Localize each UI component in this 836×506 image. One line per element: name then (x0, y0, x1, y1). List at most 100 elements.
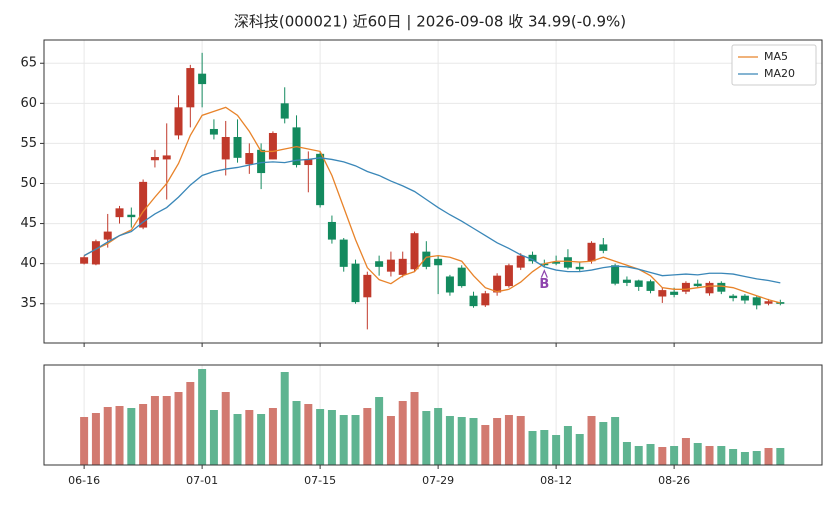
volume-bar (740, 452, 749, 465)
candle-body (552, 262, 561, 264)
volume-bar (622, 442, 631, 465)
volume-bar (410, 392, 419, 465)
volume-bar (717, 446, 726, 465)
candle-body (776, 302, 785, 304)
volume-bar (587, 416, 596, 465)
volume-bar (103, 407, 112, 465)
volume-bar (115, 406, 124, 465)
y-tick-label: 50 (20, 176, 37, 191)
volume-bar (493, 418, 502, 465)
candle-body (186, 68, 195, 108)
candle-body (752, 297, 761, 306)
candle-body (681, 282, 690, 292)
candle-body (327, 221, 336, 240)
candle-body (729, 295, 738, 299)
candle-body (127, 214, 136, 218)
candle-body (363, 274, 372, 298)
volume-bar (327, 410, 336, 465)
volume-bar (221, 392, 230, 465)
volume-bar (80, 417, 89, 465)
candle-body (634, 280, 643, 287)
candle-body (622, 279, 631, 283)
volume-bar (693, 443, 702, 465)
volume-bar (316, 409, 325, 465)
volume-bar (670, 446, 679, 465)
candle-body (705, 282, 714, 294)
candle-body (91, 241, 100, 265)
volume-bar (646, 444, 655, 465)
ma-line (83, 157, 781, 284)
candle-body (587, 242, 596, 262)
volume-bar (504, 415, 513, 465)
volume-bar (575, 434, 584, 465)
volume-bar (681, 438, 690, 465)
candle-body (493, 275, 502, 293)
candle-body (198, 73, 207, 85)
volume-bar (386, 416, 395, 465)
candle-body (563, 257, 572, 268)
x-tick-label: 07-15 (304, 474, 336, 487)
candle-body (375, 261, 384, 267)
y-tick-label: 45 (20, 216, 37, 231)
candle-body (717, 282, 726, 292)
signal-arrow (540, 269, 548, 278)
x-tick-label: 08-26 (658, 474, 690, 487)
x-tick-label: 07-29 (422, 474, 454, 487)
volume-bar (304, 404, 313, 465)
volume-bar (186, 382, 195, 465)
volume-bar (363, 408, 372, 465)
candle-body (316, 153, 325, 206)
volume-bar (198, 369, 207, 465)
candle-body (257, 149, 266, 174)
volume-bar (268, 408, 277, 465)
volume-bar (139, 404, 148, 465)
volume-bar (705, 446, 714, 465)
candle-body (422, 251, 431, 267)
legend-box (731, 44, 817, 86)
volume-bar (729, 449, 738, 465)
y-tick-label: 55 (20, 136, 37, 151)
volume-bar (752, 451, 761, 465)
candle-body (233, 136, 242, 158)
volume-bar (351, 415, 360, 465)
candle-body (764, 301, 773, 304)
volume-bar (91, 413, 100, 465)
axes-frame (43, 39, 823, 344)
volume-bar (398, 401, 407, 465)
candle-body (221, 136, 230, 160)
legend-label: MA5 (764, 50, 788, 63)
candle-body (516, 255, 525, 268)
volume-bar (634, 446, 643, 465)
candle-body (209, 128, 218, 135)
candle-body (528, 254, 537, 262)
candle-body (575, 266, 584, 270)
volume-bar (481, 425, 490, 465)
candle-body (445, 276, 454, 293)
candle-body (646, 281, 655, 291)
candle-body (103, 231, 112, 240)
volume-bar (552, 435, 561, 465)
volume-bar (127, 408, 136, 465)
volume-bar (776, 448, 785, 465)
candle-body (540, 263, 549, 266)
candle-body (611, 265, 620, 284)
candle-body (481, 293, 490, 306)
candle-body (115, 208, 124, 218)
candle-body (410, 233, 419, 270)
volume-bar (375, 397, 384, 465)
volume-bar (174, 392, 183, 465)
volume-bar (292, 401, 301, 465)
volume-bar (469, 418, 478, 465)
candle-body (245, 153, 254, 165)
x-tick-label: 06-16 (68, 474, 100, 487)
volume-bar (150, 396, 159, 465)
candle-body (386, 259, 395, 272)
candle-body (139, 181, 148, 228)
volume-bar (257, 414, 266, 465)
candle-body (398, 258, 407, 275)
candle-body (162, 155, 171, 160)
volume-bar (764, 448, 773, 465)
volume-bar (457, 417, 466, 465)
candle-body (658, 290, 667, 297)
candle-body (434, 258, 443, 266)
